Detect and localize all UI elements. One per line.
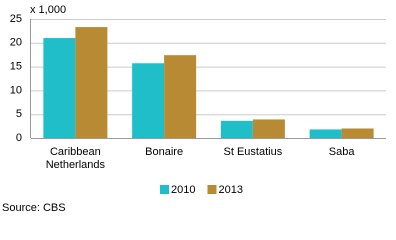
legend-swatch bbox=[207, 185, 217, 194]
chart-container: x 1,000 Source: CBS 0 5 10 15 20 25 2010 2013 C… bbox=[2, 4, 386, 214]
x-tick-label: Saba bbox=[328, 146, 355, 158]
bar bbox=[341, 128, 374, 138]
y-tick-label: 25 bbox=[10, 13, 22, 25]
bar bbox=[164, 55, 197, 139]
bar bbox=[43, 38, 76, 138]
bar bbox=[252, 119, 285, 138]
bar bbox=[309, 129, 342, 138]
x-tick-label: Bonaire bbox=[145, 146, 184, 158]
bar bbox=[75, 27, 108, 139]
legend-label: 2010 bbox=[171, 184, 195, 196]
x-tick-label: Caribbean Netherlands bbox=[45, 146, 106, 171]
legend-swatch bbox=[160, 185, 169, 194]
y-tick-label: 0 bbox=[16, 132, 22, 144]
chart: x 1,000 Source: CBS 0 5 10 15 20 25 2010 2013 bbox=[2, 4, 386, 214]
y-tick-label: 20 bbox=[10, 37, 22, 49]
legend-label: 2013 bbox=[218, 184, 242, 196]
x-tick-label: St Eustatius bbox=[223, 146, 283, 158]
y-tick-label: 5 bbox=[16, 108, 22, 120]
source: Source: CBS bbox=[2, 202, 66, 214]
y-tick-label: 10 bbox=[10, 84, 22, 96]
y-tick-label: 15 bbox=[10, 61, 22, 73]
bar bbox=[132, 63, 165, 138]
bar bbox=[220, 120, 253, 138]
unit-label: x 1,000 bbox=[30, 4, 66, 16]
